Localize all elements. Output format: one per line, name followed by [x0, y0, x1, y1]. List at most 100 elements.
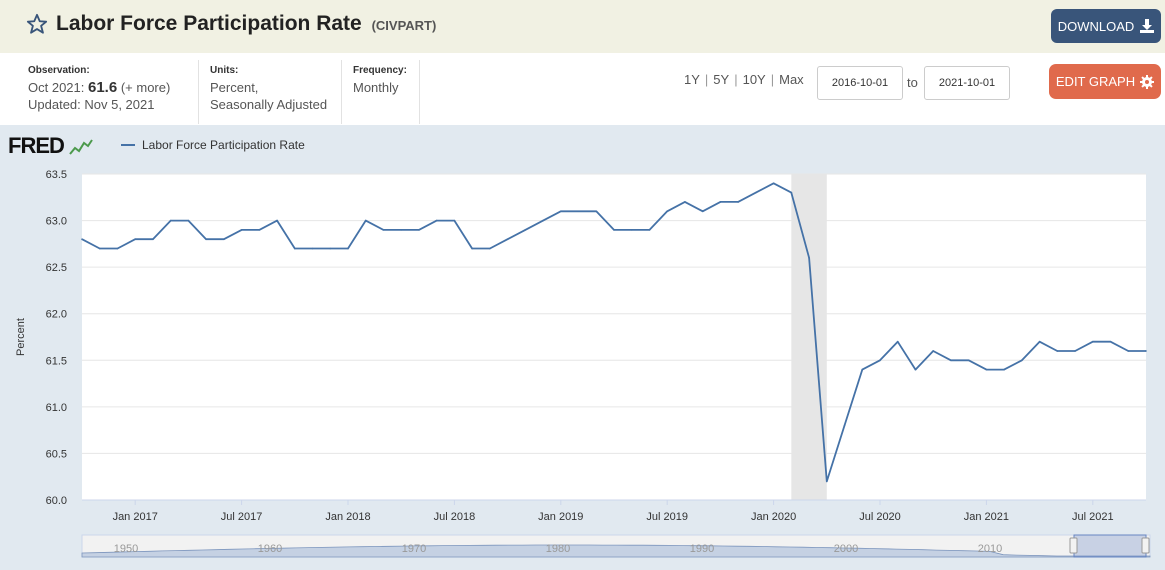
- range-max-button[interactable]: Max: [779, 72, 804, 87]
- units-block: Units: Percent, Seasonally Adjusted: [210, 62, 327, 124]
- x-tick-label: Jul 2021: [1072, 511, 1114, 523]
- plot-background: [82, 174, 1146, 500]
- data-point: [276, 219, 278, 222]
- data-point: [666, 210, 668, 213]
- units-line2: Seasonally Adjusted: [210, 97, 328, 112]
- legend-swatch: [121, 144, 135, 146]
- data-point: [400, 229, 403, 231]
- data-point: [808, 257, 810, 259]
- data-point: [489, 247, 491, 250]
- x-tick-label: Jul 2020: [859, 511, 901, 523]
- data-point: [648, 229, 651, 231]
- data-point: [560, 210, 562, 213]
- range-5y-button[interactable]: 5Y: [713, 72, 730, 87]
- observation-block: Observation: Oct 2021: 61.6 (+ more) Upd…: [28, 62, 170, 124]
- navigator-tick-label: 1960: [258, 543, 282, 555]
- navigator-tick-label: 1990: [690, 543, 714, 555]
- navigator-handle-left[interactable]: [1069, 537, 1078, 554]
- data-point: [577, 210, 580, 213]
- data-point: [1092, 340, 1094, 343]
- data-point: [701, 210, 704, 213]
- legend-label: Labor Force Participation Rate: [142, 138, 305, 152]
- frequency-block: Frequency: Monthly: [353, 62, 407, 124]
- x-tick-label: Jan 2017: [113, 511, 158, 523]
- data-point: [630, 229, 633, 231]
- data-point: [187, 219, 190, 222]
- chart-legend: Labor Force Participation Rate: [121, 138, 305, 152]
- end-date-input[interactable]: 2021-10-01: [924, 66, 1010, 100]
- data-point: [453, 219, 456, 222]
- updated-date: Updated: Nov 5, 2021: [28, 97, 155, 112]
- star-icon[interactable]: [26, 13, 48, 35]
- data-point: [1056, 350, 1059, 352]
- data-point: [1003, 368, 1005, 371]
- recession-shading: [791, 174, 827, 500]
- divider: [341, 60, 342, 124]
- y-tick-label: 62.0: [46, 309, 67, 321]
- data-point: [382, 229, 385, 231]
- navigator-selection: [1073, 534, 1147, 558]
- data-point: [737, 201, 739, 203]
- frequency-value: Monthly: [353, 80, 399, 95]
- y-tick-label: 63.5: [46, 169, 67, 181]
- data-point: [223, 238, 225, 240]
- data-point: [826, 480, 828, 483]
- to-label: to: [907, 75, 918, 90]
- start-date-input[interactable]: 2016-10-01: [817, 66, 903, 100]
- x-tick-label: Jul 2018: [434, 511, 476, 523]
- x-tick-label: Jan 2019: [538, 511, 583, 523]
- data-point: [418, 229, 420, 231]
- download-label: DOWNLOAD: [1057, 18, 1135, 34]
- data-point: [790, 191, 793, 194]
- navigator-tick-label: 1970: [402, 543, 426, 555]
- header-bar: [0, 0, 1165, 53]
- edit-graph-button[interactable]: EDIT GRAPH: [1049, 64, 1161, 99]
- data-point: [364, 219, 367, 222]
- data-point: [595, 210, 598, 213]
- y-tick-label: 60.5: [46, 448, 67, 460]
- title-text: Labor Force Participation Rate: [56, 12, 362, 35]
- range-1y-button[interactable]: 1Y: [684, 72, 700, 87]
- data-point: [1074, 350, 1076, 352]
- y-tick-label: 63.0: [46, 216, 67, 228]
- data-point: [169, 219, 172, 222]
- navigator-handle-right[interactable]: [1141, 537, 1150, 554]
- range-selector: 1Y | 5Y | 10Y | Max: [684, 72, 804, 87]
- observation-more-link[interactable]: (+ more): [120, 80, 171, 95]
- x-tick-label: Jul 2017: [221, 511, 263, 523]
- data-point: [134, 238, 136, 240]
- y-tick-label: 62.5: [46, 262, 67, 274]
- observation-label: Observation:: [28, 65, 90, 76]
- navigator-tick-label: 2000: [834, 543, 858, 555]
- page-title: Labor Force Participation Rate (CIVPART): [56, 12, 436, 36]
- gear-icon: [1140, 74, 1155, 89]
- data-point: [311, 247, 314, 250]
- navigator-series-area: [81, 544, 1151, 558]
- data-point: [116, 247, 119, 250]
- data-point: [879, 359, 881, 362]
- data-point: [524, 229, 527, 231]
- y-tick-label: 61.0: [46, 402, 67, 414]
- fred-logo[interactable]: FRED: [8, 133, 94, 159]
- units-label: Units:: [210, 65, 239, 76]
- navigator-tick-label: 1950: [114, 543, 138, 555]
- y-tick-label: 61.5: [46, 355, 67, 367]
- data-point: [240, 229, 243, 231]
- observation-value: 61.6: [88, 79, 118, 96]
- data-point: [1021, 359, 1023, 362]
- data-point: [98, 247, 101, 250]
- data-point: [471, 247, 473, 250]
- data-point: [1127, 350, 1130, 352]
- data-point: [81, 238, 83, 240]
- divider: [198, 60, 199, 124]
- data-point: [719, 201, 722, 203]
- y-tick-label: 60.0: [46, 495, 67, 507]
- navigator-tick-label: 1980: [546, 543, 570, 555]
- x-tick-label: Jul 2019: [646, 511, 688, 523]
- data-point: [755, 191, 757, 194]
- download-button[interactable]: DOWNLOAD: [1051, 9, 1161, 43]
- data-point: [1038, 340, 1041, 343]
- x-tick-label: Jan 2018: [325, 511, 370, 523]
- data-point: [294, 247, 296, 250]
- range-10y-button[interactable]: 10Y: [742, 72, 766, 87]
